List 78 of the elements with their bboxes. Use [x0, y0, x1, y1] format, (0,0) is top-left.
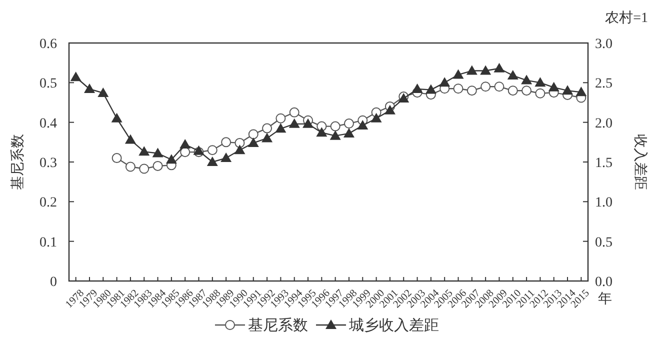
point: [425, 84, 436, 94]
point: [152, 160, 163, 171]
y-tick-label: 0.1: [40, 235, 57, 250]
point: [124, 134, 136, 144]
legend-label: 基尼系数: [248, 317, 308, 334]
point: [330, 130, 341, 140]
y2-tick-label: 3.0: [595, 37, 612, 52]
point: [548, 82, 560, 92]
point: [521, 74, 532, 84]
point: [302, 118, 314, 128]
point: [452, 69, 464, 79]
point: [207, 145, 218, 156]
point: [234, 144, 246, 154]
point: [316, 127, 328, 137]
point: [384, 104, 396, 114]
y-axis-title: 基尼系数: [10, 134, 26, 190]
point: [522, 86, 532, 96]
point: [139, 164, 150, 174]
point: [289, 107, 300, 118]
text: 农村=1: [605, 10, 648, 26]
point: [357, 120, 368, 130]
point: [453, 84, 464, 94]
point: [84, 84, 95, 94]
point: [480, 82, 491, 92]
point: [262, 132, 273, 142]
point: [466, 86, 477, 96]
point: [180, 147, 190, 158]
point: [412, 84, 423, 94]
point: [221, 137, 232, 148]
point: [288, 118, 300, 128]
point: [508, 86, 518, 96]
point: [576, 86, 587, 96]
point: [234, 138, 245, 148]
point: [344, 118, 354, 129]
point: [343, 128, 354, 138]
y2-tick-label: 0.0: [595, 275, 612, 290]
point: [370, 112, 382, 122]
y2-axis-title: 收入差距: [632, 134, 648, 190]
y-tick-label: 0: [50, 275, 57, 290]
point: [70, 72, 82, 82]
point: [439, 77, 450, 87]
point: [534, 77, 546, 87]
point: [562, 85, 574, 95]
point: [276, 113, 286, 124]
y2-tick-label: 0.5: [595, 235, 612, 250]
point: [262, 123, 272, 134]
y2-tick-label: 1.0: [595, 196, 612, 211]
point: [125, 162, 136, 172]
point: [535, 88, 546, 98]
point: [166, 154, 177, 164]
point: [248, 137, 259, 147]
point: [180, 139, 191, 149]
point: [193, 145, 204, 155]
point: [275, 123, 286, 133]
point: [330, 121, 340, 132]
point: [480, 65, 492, 75]
point: [466, 65, 478, 75]
point: [98, 87, 109, 97]
point: [111, 112, 122, 122]
point: [206, 156, 218, 166]
y-tick-label: 0.6: [40, 37, 57, 52]
y2-tick-label: 2.5: [595, 76, 612, 92]
y-tick-label: 0.2: [40, 196, 57, 211]
point: [507, 70, 518, 80]
point: [220, 152, 232, 162]
point: [152, 148, 164, 158]
point: [494, 82, 504, 92]
point: [494, 62, 505, 72]
y-tick-label: 0.5: [40, 76, 57, 92]
x-axis-title: 年: [598, 291, 612, 307]
y2-tick-label: 1.5: [595, 156, 612, 171]
point: [112, 153, 122, 164]
y-tick-label: 0.4: [40, 116, 57, 132]
point: [248, 129, 258, 140]
point: [138, 146, 150, 156]
y-tick-label: 0.3: [40, 156, 57, 171]
legend-label: 城乡收入差距: [348, 317, 439, 334]
y2-tick-label: 2.0: [595, 116, 612, 132]
